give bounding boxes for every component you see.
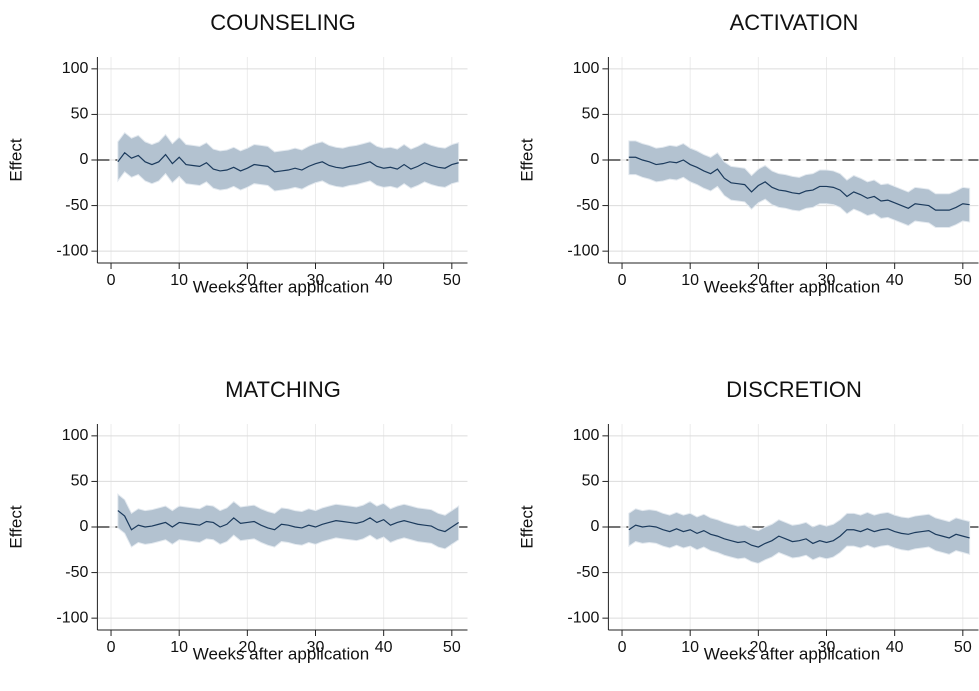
panel: COUNSELING Weeks after application Effect 1… — [6, 10, 468, 296]
x-tick-label: 20 — [238, 639, 256, 656]
y-tick-label: -50 — [576, 564, 599, 581]
y-tick-label: 100 — [573, 60, 600, 77]
x-axis-label: Weeks after application — [193, 644, 369, 663]
panel-title: COUNSELING — [210, 10, 355, 35]
estimate-line — [117, 151, 459, 173]
x-tick-label: 0 — [618, 639, 627, 656]
x-tick-label: 40 — [375, 639, 393, 656]
y-tick-label: 100 — [573, 427, 600, 444]
confidence-band — [628, 508, 971, 564]
y-tick-label: -100 — [56, 609, 88, 626]
y-tick-label: -100 — [567, 609, 599, 626]
x-tick-label: 50 — [443, 639, 461, 656]
confidence-band — [628, 140, 971, 228]
x-tick-label: 20 — [238, 272, 256, 289]
x-tick-label: 40 — [886, 272, 904, 289]
x-axis-label: Weeks after application — [704, 277, 880, 296]
y-axis-label: Effect — [517, 138, 536, 181]
x-tick-label: 10 — [681, 639, 699, 656]
y-tick-label: 50 — [71, 473, 89, 490]
x-tick-label: 10 — [681, 272, 699, 289]
x-tick-label: 0 — [618, 272, 627, 289]
y-tick-label: -50 — [65, 197, 88, 214]
x-tick-label: 30 — [307, 639, 325, 656]
panel-title: ACTIVATION — [730, 10, 859, 35]
x-tick-label: 10 — [170, 272, 188, 289]
x-tick-label: 0 — [107, 272, 116, 289]
x-tick-label: 40 — [375, 272, 393, 289]
x-tick-label: 40 — [886, 639, 904, 656]
y-tick-label: -100 — [56, 242, 88, 259]
x-axis-label: Weeks after application — [193, 277, 369, 296]
x-tick-label: 10 — [170, 639, 188, 656]
y-tick-label: 50 — [582, 106, 600, 123]
x-tick-label: 30 — [307, 272, 325, 289]
x-tick-label: 30 — [818, 639, 836, 656]
estimate-line — [628, 156, 970, 211]
x-tick-label: 0 — [107, 639, 116, 656]
y-tick-label: 0 — [590, 151, 599, 168]
x-tick-label: 50 — [443, 272, 461, 289]
x-tick-label: 50 — [954, 272, 972, 289]
y-tick-label: 100 — [62, 60, 89, 77]
estimate-line — [117, 510, 459, 533]
x-tick-label: 30 — [818, 272, 836, 289]
y-tick-label: 50 — [582, 473, 600, 490]
y-axis-label: Effect — [6, 505, 25, 548]
confidence-band — [117, 493, 460, 550]
y-tick-label: -100 — [567, 242, 599, 259]
y-tick-label: 100 — [62, 427, 89, 444]
y-tick-label: 0 — [79, 518, 88, 535]
panel: ACTIVATION Weeks after application Effect 1… — [517, 10, 979, 296]
y-axis-label: Effect — [6, 138, 25, 181]
panel-title: MATCHING — [225, 377, 341, 402]
confidence-band — [117, 131, 460, 192]
y-axis-label: Effect — [517, 505, 536, 548]
y-tick-label: 0 — [79, 151, 88, 168]
y-tick-label: 0 — [590, 518, 599, 535]
x-axis-label: Weeks after application — [704, 644, 880, 663]
y-tick-label: -50 — [65, 564, 88, 581]
x-tick-label: 20 — [749, 639, 767, 656]
y-tick-label: -50 — [576, 197, 599, 214]
panel-title: DISCRETION — [726, 377, 862, 402]
estimate-line — [628, 524, 970, 548]
y-tick-label: 50 — [71, 106, 89, 123]
x-tick-label: 20 — [749, 272, 767, 289]
panel: DISCRETION Weeks after application Effect 1… — [517, 377, 979, 663]
x-tick-label: 50 — [954, 639, 972, 656]
